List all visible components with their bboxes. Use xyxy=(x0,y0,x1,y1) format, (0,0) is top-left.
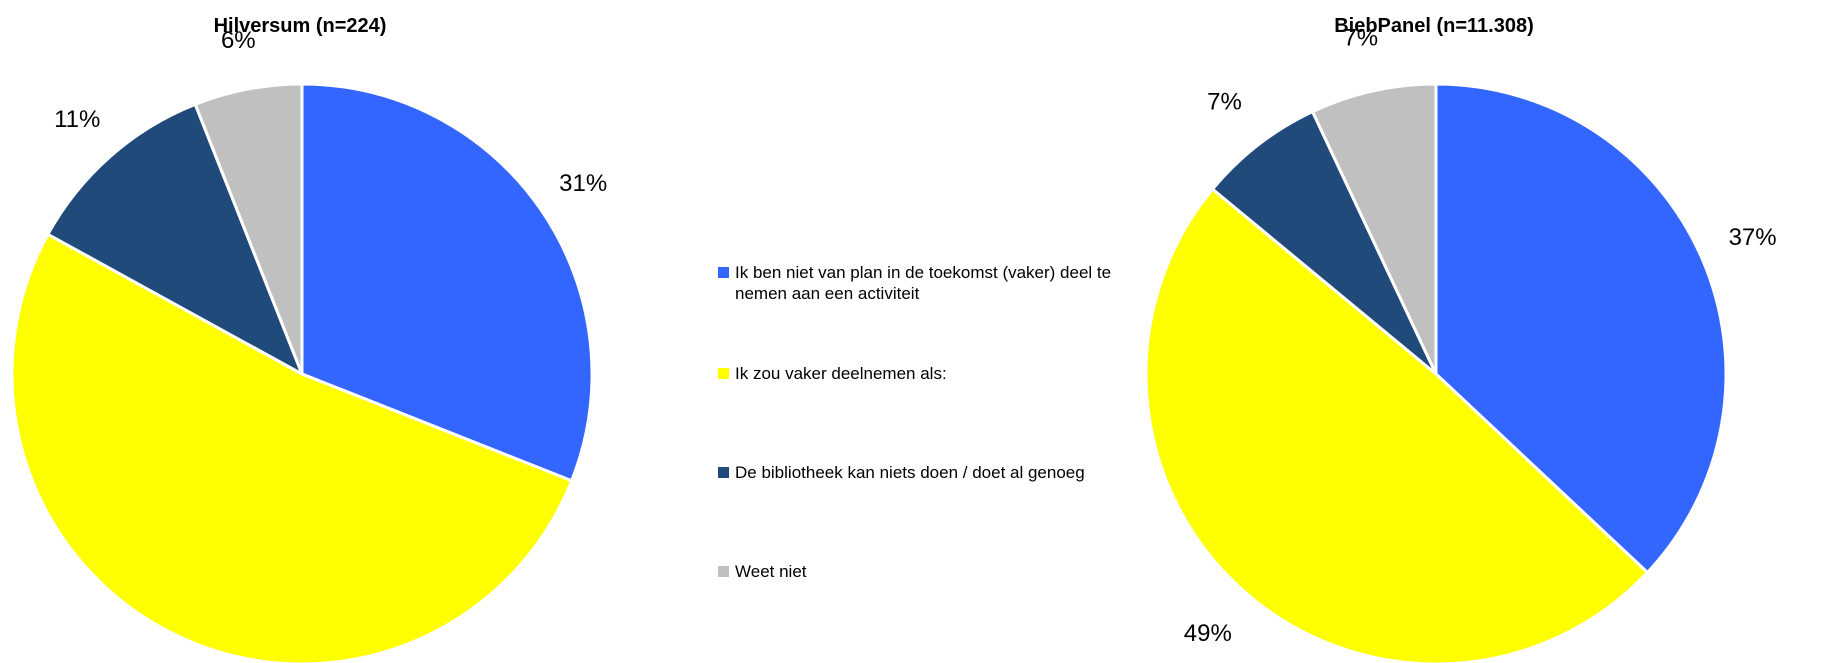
pie-slice-not-planning xyxy=(1434,82,1728,575)
pie-slice-dont-know xyxy=(193,82,304,376)
legend-label: De bibliotheek kan niets doen / doet al … xyxy=(735,463,1085,482)
slice-label-not-planning: 37% xyxy=(1729,224,1777,251)
chart-title-biebpanel: BiebPanel (n=11.308) xyxy=(1334,15,1534,37)
legend-swatch xyxy=(718,566,729,577)
pie-biebpanel: 37% 49% 7% 7% xyxy=(1144,24,1777,663)
legend-label: Weet niet xyxy=(735,562,807,581)
pie-slice-library-nothing xyxy=(46,102,304,376)
legend-swatch xyxy=(718,368,729,379)
slice-label-library-nothing: 7% xyxy=(1207,88,1242,115)
legend-label: Ik ben niet van plan in de toekomst (vak… xyxy=(735,263,1112,303)
pie-hilversum: 31%52%11%6% xyxy=(10,27,607,663)
slice-label-library-nothing: 11% xyxy=(54,106,100,133)
slice-label-not-planning: 31% xyxy=(559,170,607,197)
slice-label-dont-know: 7% xyxy=(1343,24,1378,51)
legend-swatch xyxy=(718,467,729,478)
pie-slice-library-nothing xyxy=(1211,110,1438,376)
pie-slice-would-participate xyxy=(10,232,574,663)
pie-slice-not-planning xyxy=(300,82,594,483)
pie-slice-would-participate xyxy=(1144,187,1649,663)
slice-label-dont-know: 6% xyxy=(221,27,256,54)
pie-slice-dont-know xyxy=(1311,82,1438,376)
chart-title-hilversum: Hilversum (n=224) xyxy=(214,15,387,37)
slice-label-would-participate: 49% xyxy=(1184,620,1232,647)
legend-swatch xyxy=(718,267,729,278)
legend-label: Ik zou vaker deelnemen als: xyxy=(735,364,947,383)
